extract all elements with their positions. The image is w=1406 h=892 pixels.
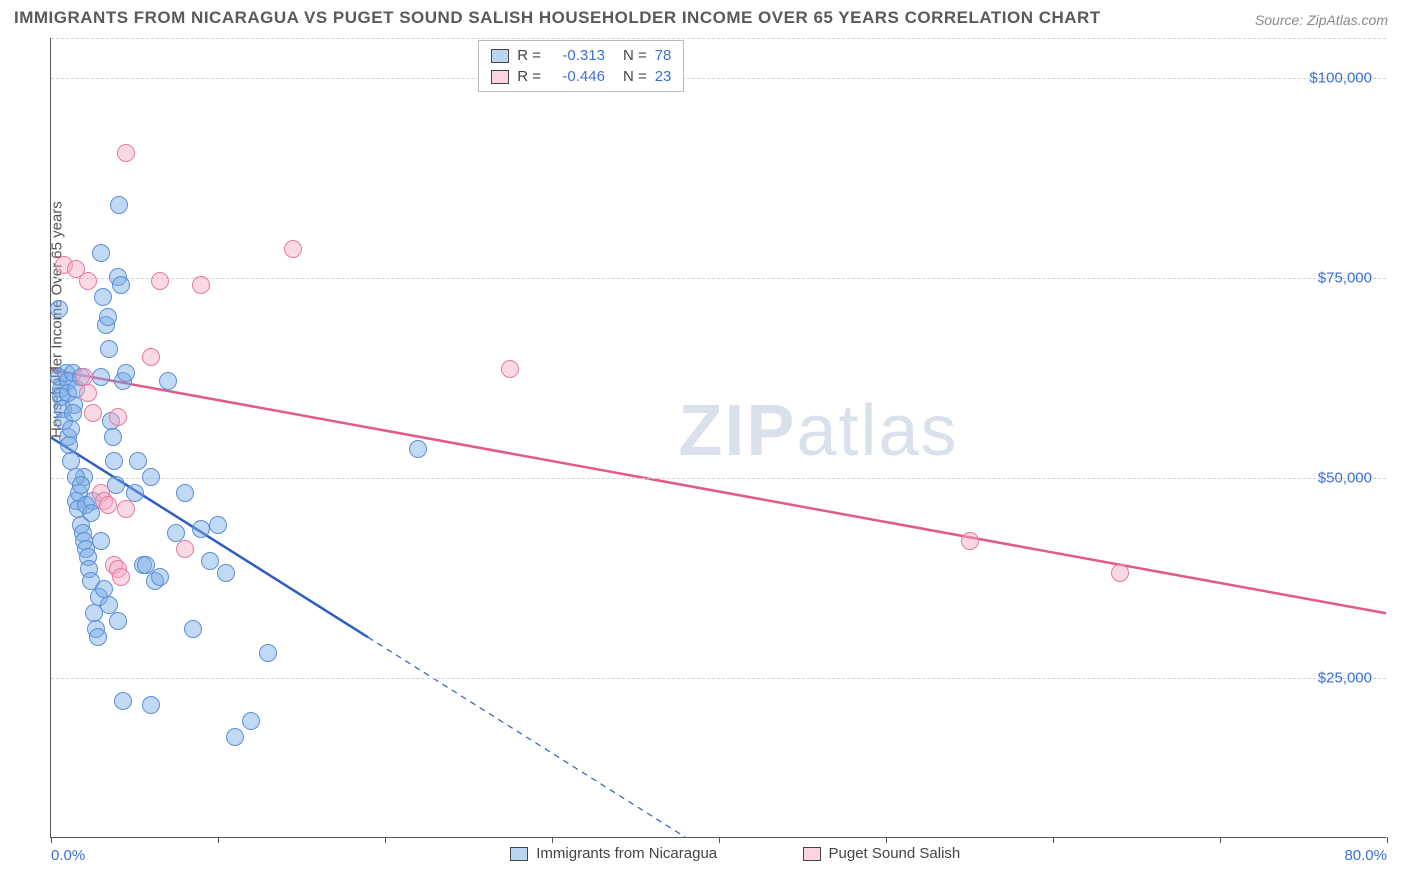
legend-swatch: [491, 49, 509, 63]
scatter-point: [117, 500, 135, 518]
scatter-point: [151, 272, 169, 290]
x-tick: [1387, 837, 1388, 843]
y-tick-label: $25,000: [1318, 670, 1372, 687]
scatter-point: [117, 144, 135, 162]
scatter-point: [99, 308, 117, 326]
scatter-point: [89, 628, 107, 646]
scatter-point: [79, 384, 97, 402]
scatter-point: [84, 404, 102, 422]
scatter-point: [142, 468, 160, 486]
series-legend-item: Immigrants from Nicaragua: [510, 845, 717, 862]
chart-title: IMMIGRANTS FROM NICARAGUA VS PUGET SOUND…: [14, 8, 1101, 28]
x-tick: [886, 837, 887, 843]
correlation-legend-row: R = -0.313 N = 78: [479, 45, 683, 66]
scatter-point: [142, 348, 160, 366]
gridline: [51, 78, 1386, 79]
x-tick: [218, 837, 219, 843]
n-value: 78: [655, 47, 672, 64]
scatter-point: [94, 288, 112, 306]
scatter-point: [129, 452, 147, 470]
scatter-point: [112, 276, 130, 294]
scatter-point: [242, 712, 260, 730]
scatter-point: [109, 612, 127, 630]
correlation-legend: R = -0.313 N = 78 R = -0.446 N = 23: [478, 40, 684, 92]
scatter-point: [72, 476, 90, 494]
scatter-point: [104, 428, 122, 446]
y-tick-label: $75,000: [1318, 270, 1372, 287]
scatter-point: [151, 568, 169, 586]
x-tick: [51, 837, 52, 843]
x-tick: [1220, 837, 1221, 843]
gridline: [51, 678, 1386, 679]
n-label: N =: [623, 68, 647, 85]
scatter-point: [92, 368, 110, 386]
scatter-point: [159, 372, 177, 390]
scatter-point: [176, 484, 194, 502]
n-label: N =: [623, 47, 647, 64]
source-attribution: Source: ZipAtlas.com: [1255, 12, 1388, 28]
series-name: Puget Sound Salish: [829, 845, 961, 862]
watermark: ZIPatlas: [678, 390, 958, 472]
scatter-point: [79, 272, 97, 290]
scatter-point: [105, 452, 123, 470]
r-label: R =: [517, 68, 541, 85]
scatter-point: [1111, 564, 1129, 582]
scatter-point: [409, 440, 427, 458]
source-prefix: Source:: [1255, 12, 1307, 28]
gridline: [51, 478, 1386, 479]
r-label: R =: [517, 47, 541, 64]
x-tick: [552, 837, 553, 843]
scatter-point: [92, 244, 110, 262]
scatter-point: [284, 240, 302, 258]
scatter-point: [114, 692, 132, 710]
scatter-point: [117, 364, 135, 382]
scatter-point: [192, 276, 210, 294]
scatter-point: [259, 644, 277, 662]
scatter-point: [501, 360, 519, 378]
scatter-point: [142, 696, 160, 714]
legend-swatch: [491, 70, 509, 84]
series-name: Immigrants from Nicaragua: [536, 845, 717, 862]
plot-area: Householder Income Over 65 years $25,000…: [50, 38, 1386, 838]
scatter-point: [226, 728, 244, 746]
y-tick-label: $100,000: [1309, 70, 1372, 87]
scatter-point: [64, 404, 82, 422]
scatter-point: [217, 564, 235, 582]
x-tick: [385, 837, 386, 843]
scatter-point: [75, 368, 93, 386]
scatter-point: [110, 196, 128, 214]
r-value: -0.446: [549, 68, 605, 85]
correlation-legend-row: R = -0.446 N = 23: [479, 66, 683, 87]
scatter-point: [176, 540, 194, 558]
legend-swatch: [803, 847, 821, 861]
n-value: 23: [655, 68, 672, 85]
x-tick-label: 0.0%: [51, 847, 85, 864]
scatter-point: [99, 496, 117, 514]
scatter-point: [961, 532, 979, 550]
scatter-point: [100, 340, 118, 358]
gridline: [51, 278, 1386, 279]
x-tick: [719, 837, 720, 843]
x-tick: [1053, 837, 1054, 843]
y-tick-label: $50,000: [1318, 470, 1372, 487]
scatter-point: [109, 408, 127, 426]
r-value: -0.313: [549, 47, 605, 64]
scatter-point: [112, 568, 130, 586]
scatter-point: [201, 552, 219, 570]
scatter-point: [50, 300, 68, 318]
series-legend-item: Puget Sound Salish: [803, 845, 961, 862]
x-tick-label: 80.0%: [1344, 847, 1387, 864]
scatter-point: [184, 620, 202, 638]
gridline: [51, 38, 1386, 39]
scatter-point: [62, 420, 80, 438]
scatter-point: [209, 516, 227, 534]
legend-swatch: [510, 847, 528, 861]
scatter-point: [192, 520, 210, 538]
source-name: ZipAtlas.com: [1307, 12, 1388, 28]
scatter-point: [92, 532, 110, 550]
